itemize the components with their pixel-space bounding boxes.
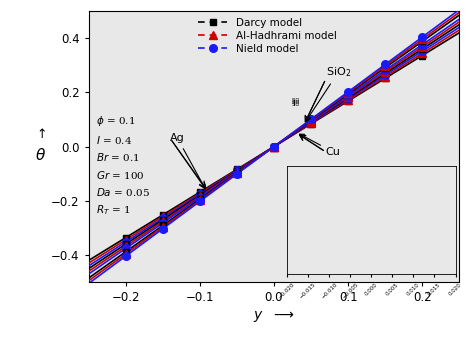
Text: SiO$_2$: SiO$_2$ bbox=[306, 65, 351, 121]
Text: $\theta$: $\theta$ bbox=[35, 146, 46, 163]
Text: $\phi$ = 0.1
$I$ = 0.4
$Br$ = 0.1
$Gr$ = 100
$Da$ = 0.05
$R_T$ = 1: $\phi$ = 0.1 $I$ = 0.4 $Br$ = 0.1 $Gr$ =… bbox=[96, 114, 150, 217]
Legend: Darcy model, Al-Hadhrami model, Nield model: Darcy model, Al-Hadhrami model, Nield mo… bbox=[194, 14, 341, 58]
Text: $y$  $\longrightarrow$: $y$ $\longrightarrow$ bbox=[253, 309, 295, 324]
Text: Cu: Cu bbox=[300, 134, 341, 157]
Text: $\uparrow$: $\uparrow$ bbox=[35, 127, 47, 141]
Text: Ag: Ag bbox=[170, 133, 205, 189]
